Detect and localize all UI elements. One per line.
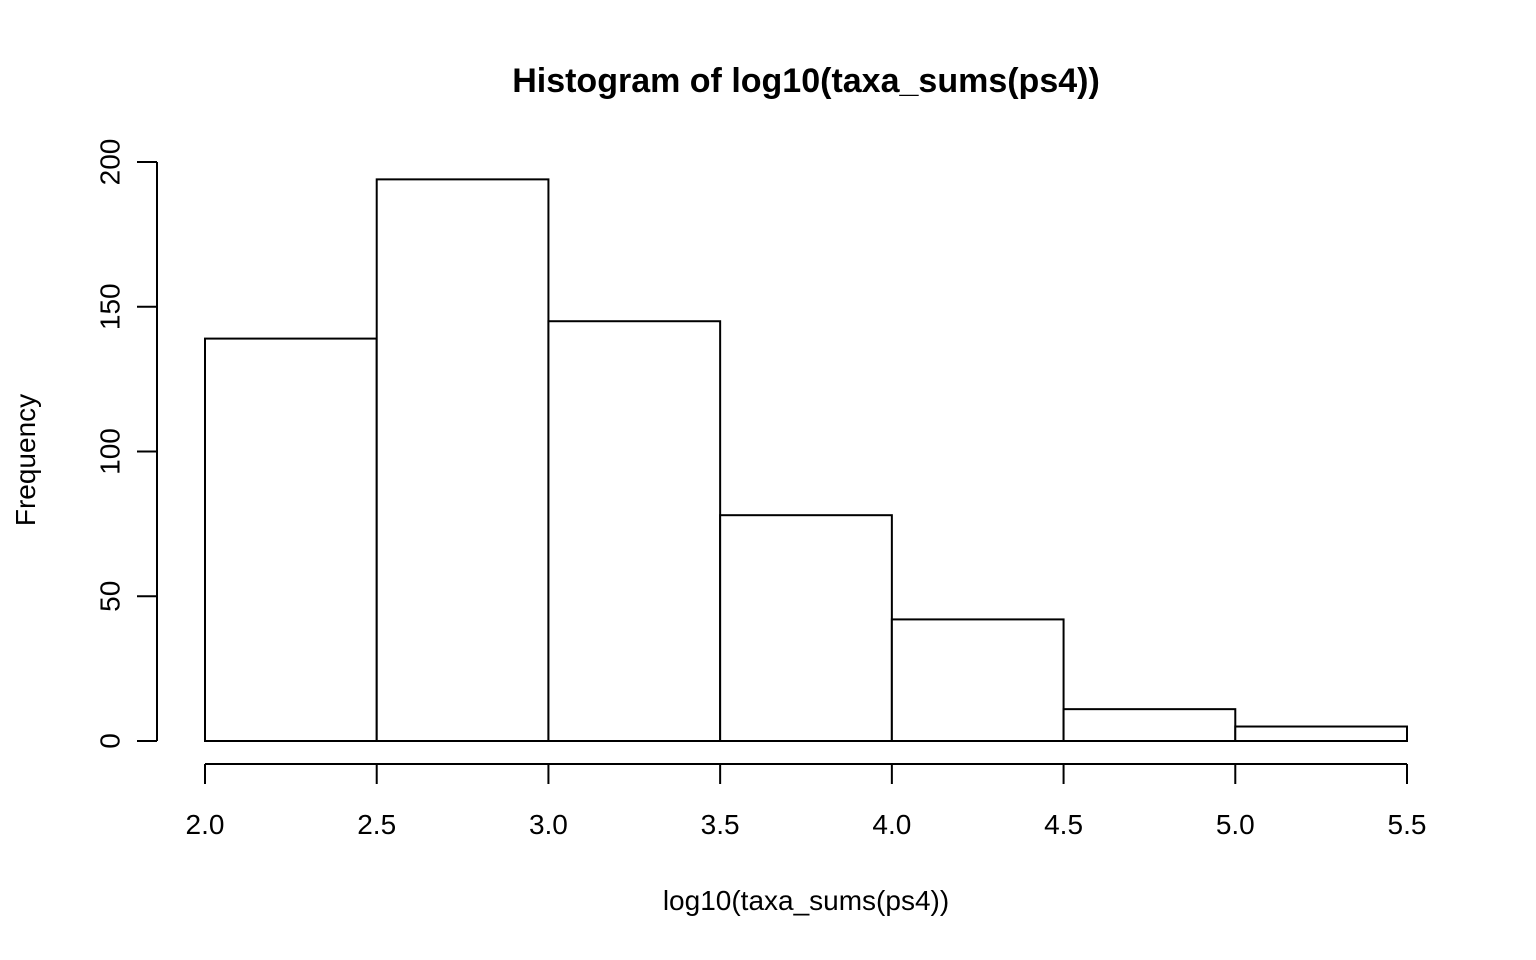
y-tick-label: 50 [94,581,125,612]
x-tick-label: 5.0 [1216,809,1255,840]
y-ticks: 0 50 100 150 200 [94,139,157,749]
y-tick-label: 0 [94,733,125,749]
x-tick-label: 5.5 [1388,809,1427,840]
histogram-bars [204,178,1409,743]
x-axis: 2.0 2.5 3.0 3.5 4.0 4.5 5.0 5.5 [186,763,1427,840]
histogram-bar [204,337,378,742]
x-tick-label: 4.5 [1044,809,1083,840]
histogram-bar [719,514,893,742]
y-tick-label: 200 [94,139,125,186]
histogram-bar [1234,725,1409,743]
histogram-bar [1062,708,1237,743]
x-tick-label: 3.5 [701,809,740,840]
x-tick-label: 3.0 [529,809,568,840]
histogram-bar [547,320,722,742]
y-axis: 0 50 100 150 200 [94,139,158,749]
x-ticks: 2.0 2.5 3.0 3.5 4.0 4.5 5.0 5.5 [186,764,1427,840]
x-tick-label: 4.0 [872,809,911,840]
chart-title: Histogram of log10(taxa_sums(ps4)) [512,62,1100,100]
y-tick-label: 100 [94,428,125,475]
y-axis-label: Frequency [10,394,41,526]
x-tick-label: 2.5 [357,809,396,840]
x-tick-label: 2.0 [186,809,225,840]
y-tick-label: 150 [94,283,125,330]
histogram-bar [890,618,1065,742]
histogram-bar [375,178,550,742]
x-axis-label: log10(taxa_sums(ps4)) [663,885,949,916]
